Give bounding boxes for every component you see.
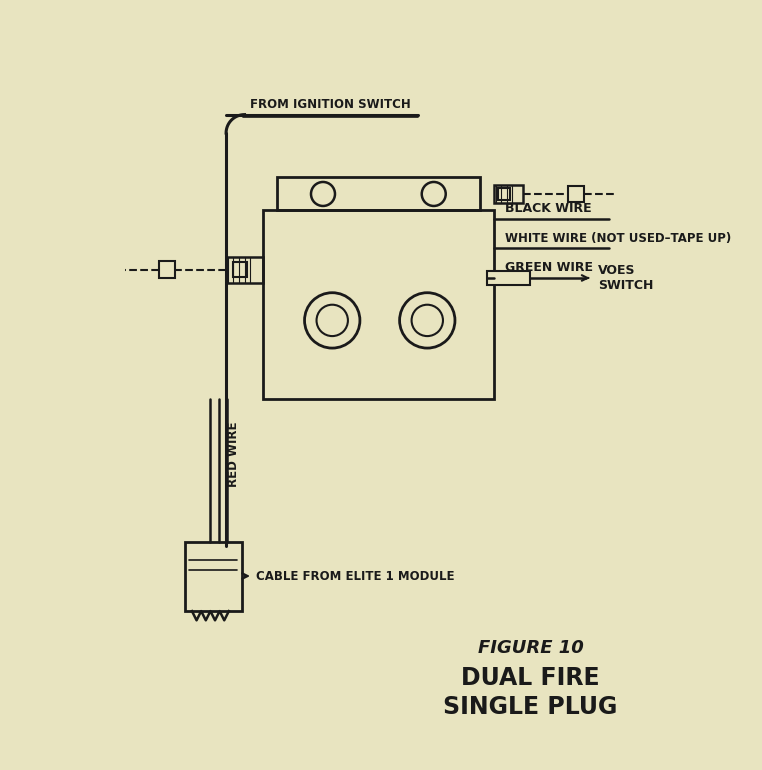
Bar	[568, 186, 584, 203]
Bar	[158, 261, 175, 278]
Bar	[277, 177, 480, 209]
Bar	[226, 256, 263, 283]
Bar	[498, 189, 511, 199]
Text: RED WIRE: RED WIRE	[227, 421, 240, 487]
Text: SINGLE PLUG: SINGLE PLUG	[443, 695, 618, 719]
Text: WHITE WIRE (NOT USED–TAPE UP): WHITE WIRE (NOT USED–TAPE UP)	[504, 232, 731, 245]
Text: FIGURE 10: FIGURE 10	[478, 639, 584, 657]
Bar	[494, 185, 523, 203]
Text: GREEN WIRE: GREEN WIRE	[504, 261, 593, 274]
Text: FROM IGNITION SWITCH: FROM IGNITION SWITCH	[250, 98, 411, 111]
Bar	[184, 542, 242, 611]
Bar	[263, 209, 494, 399]
Text: DUAL FIRE: DUAL FIRE	[461, 665, 600, 690]
Bar	[233, 263, 248, 277]
Text: BLACK WIRE: BLACK WIRE	[504, 203, 591, 215]
Text: VOES
SWITCH: VOES SWITCH	[598, 264, 653, 292]
Bar	[487, 270, 530, 286]
Text: CABLE FROM ELITE 1 MODULE: CABLE FROM ELITE 1 MODULE	[255, 570, 454, 583]
